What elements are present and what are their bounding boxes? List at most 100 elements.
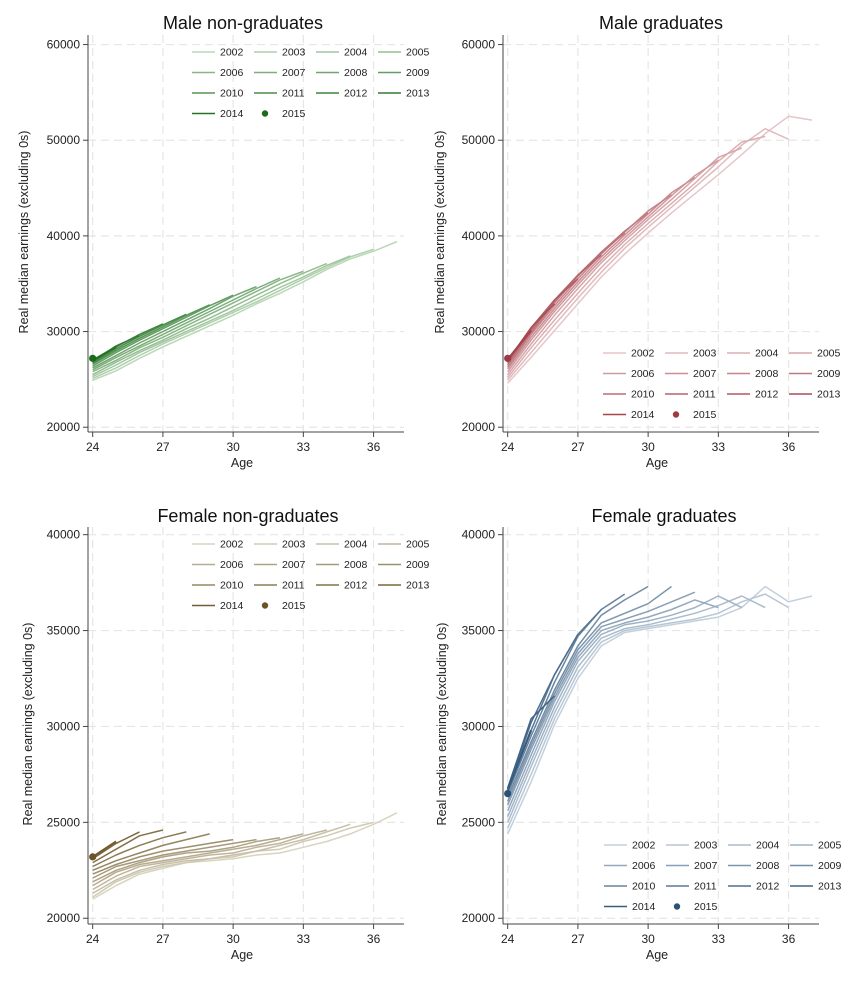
y-tick-label: 25000 [462,815,496,829]
legend-label: 2002 [631,348,655,360]
legend-label: 2006 [632,860,656,872]
legend-label: 2012 [756,881,780,893]
legend-label: 2014 [632,901,656,913]
series-line-2002 [507,585,813,835]
legend: 2002 2003 2004 2005 2006 2007 2008 2009 2010 2011… [192,539,430,612]
legend-label: 2008 [344,559,368,571]
legend-label: 2007 [694,860,718,872]
series-line-2014 [92,345,117,362]
legend-label: 2005 [818,840,842,852]
y-tick-label: 40000 [47,229,81,243]
series-line-2014 [506,729,533,791]
series-line-2005 [92,262,328,376]
series-line-2006 [507,599,719,812]
x-tick-label: 33 [712,932,726,946]
x-tick-label: 27 [156,440,170,454]
series-line-2002 [92,240,398,381]
series-line-2011 [92,313,187,364]
legend-key-marker [261,602,269,609]
y-tick-label: 20000 [47,420,81,434]
series-line-2008 [507,194,672,368]
series-line-2013 [92,831,140,860]
legend-label: 2014 [631,409,655,421]
series-line-2006 [92,270,304,373]
legend-label: 2011 [282,88,305,100]
legend-key-marker [672,411,680,418]
y-tick-label: 60000 [47,38,81,52]
legend-label: 2005 [817,348,841,360]
legend-key-marker [261,110,269,117]
legend-label: 2006 [220,559,244,571]
legend-label: 2002 [220,47,244,59]
series-point-2015 [504,789,512,798]
series-line-2003 [92,821,374,898]
legend-key-marker [673,903,681,910]
y-tick-label: 30000 [47,719,81,733]
y-tick-label: 50000 [47,133,81,147]
legend-label: 2009 [817,368,841,380]
x-tick-label: 33 [297,932,311,946]
legend-label: 2010 [631,389,655,401]
legend-label: 2011 [282,580,305,592]
x-axis-label: Age [231,456,253,470]
y-axis-label: Real median earnings (excluding 0s) [435,623,449,826]
legend: 2002 2003 2004 2005 2006 2007 2008 2009 2010 2011… [604,840,842,913]
y-tick-label: 30000 [462,719,496,733]
y-tick-label: 40000 [47,528,81,542]
legend-label: 2010 [220,580,244,592]
series-line-2007 [507,591,696,806]
series-line-2002 [507,115,813,384]
series-line-2004 [92,255,351,378]
legend-label: 2004 [756,840,780,852]
x-tick-label: 24 [501,932,515,946]
legend-label: 2015 [693,409,717,421]
legend-label: 2005 [406,539,430,551]
y-tick-label: 20000 [47,911,81,925]
y-tick-label: 40000 [462,528,496,542]
x-tick-label: 24 [86,932,100,946]
legend-label: 2004 [344,47,368,59]
legend-label: 2012 [344,88,368,100]
legend-label: 2006 [631,368,655,380]
legend-label: 2013 [406,580,430,592]
y-tick-label: 40000 [462,229,496,243]
x-tick-label: 30 [641,932,655,946]
y-tick-label: 20000 [462,420,496,434]
legend-label: 2013 [818,881,842,893]
x-tick-label: 30 [226,932,240,946]
y-axis-label: Real median earnings (excluding 0s) [17,131,31,334]
legend-label: 2003 [694,840,718,852]
series-point-2015 [504,354,512,362]
series-line-2009 [507,585,649,798]
series-line-2005 [507,147,743,376]
x-tick-label: 36 [782,440,796,454]
series-line-2003 [507,127,789,381]
y-tick-label: 35000 [47,624,81,638]
legend-label: 2008 [755,368,779,380]
series-line-2007 [92,277,281,371]
legend-label: 2004 [755,348,779,360]
series-line-2013 [506,695,556,789]
series-point-2015 [89,354,97,362]
series-point-2015 [89,853,97,861]
legend-label: 2010 [632,881,656,893]
x-tick-label: 30 [226,440,240,454]
series-line-2005 [92,829,327,891]
series-line-2008 [92,285,257,369]
legend-label: 2004 [344,539,368,551]
chart-panel: 20000 30000 40000 50000 60000 24 27 30 33 36 Male … [17,13,430,470]
x-axis-label: Age [646,456,668,470]
chart-title: Male graduates [599,13,723,33]
x-tick-label: 36 [782,932,796,946]
chart-panel: 20000 25000 30000 35000 40000 24 27 30 33 36 Femal… [21,506,430,962]
series-line-2010 [507,593,626,794]
y-axis-label: Real median earnings (excluding 0s) [21,623,35,826]
legend-label: 2003 [282,47,306,59]
y-tick-label: 25000 [47,815,81,829]
chart-title: Female graduates [591,506,736,526]
x-tick-label: 36 [367,932,381,946]
legend-label: 2012 [344,580,368,592]
legend-label: 2007 [282,67,306,79]
series-line-2006 [92,833,304,887]
y-tick-label: 20000 [462,911,496,925]
